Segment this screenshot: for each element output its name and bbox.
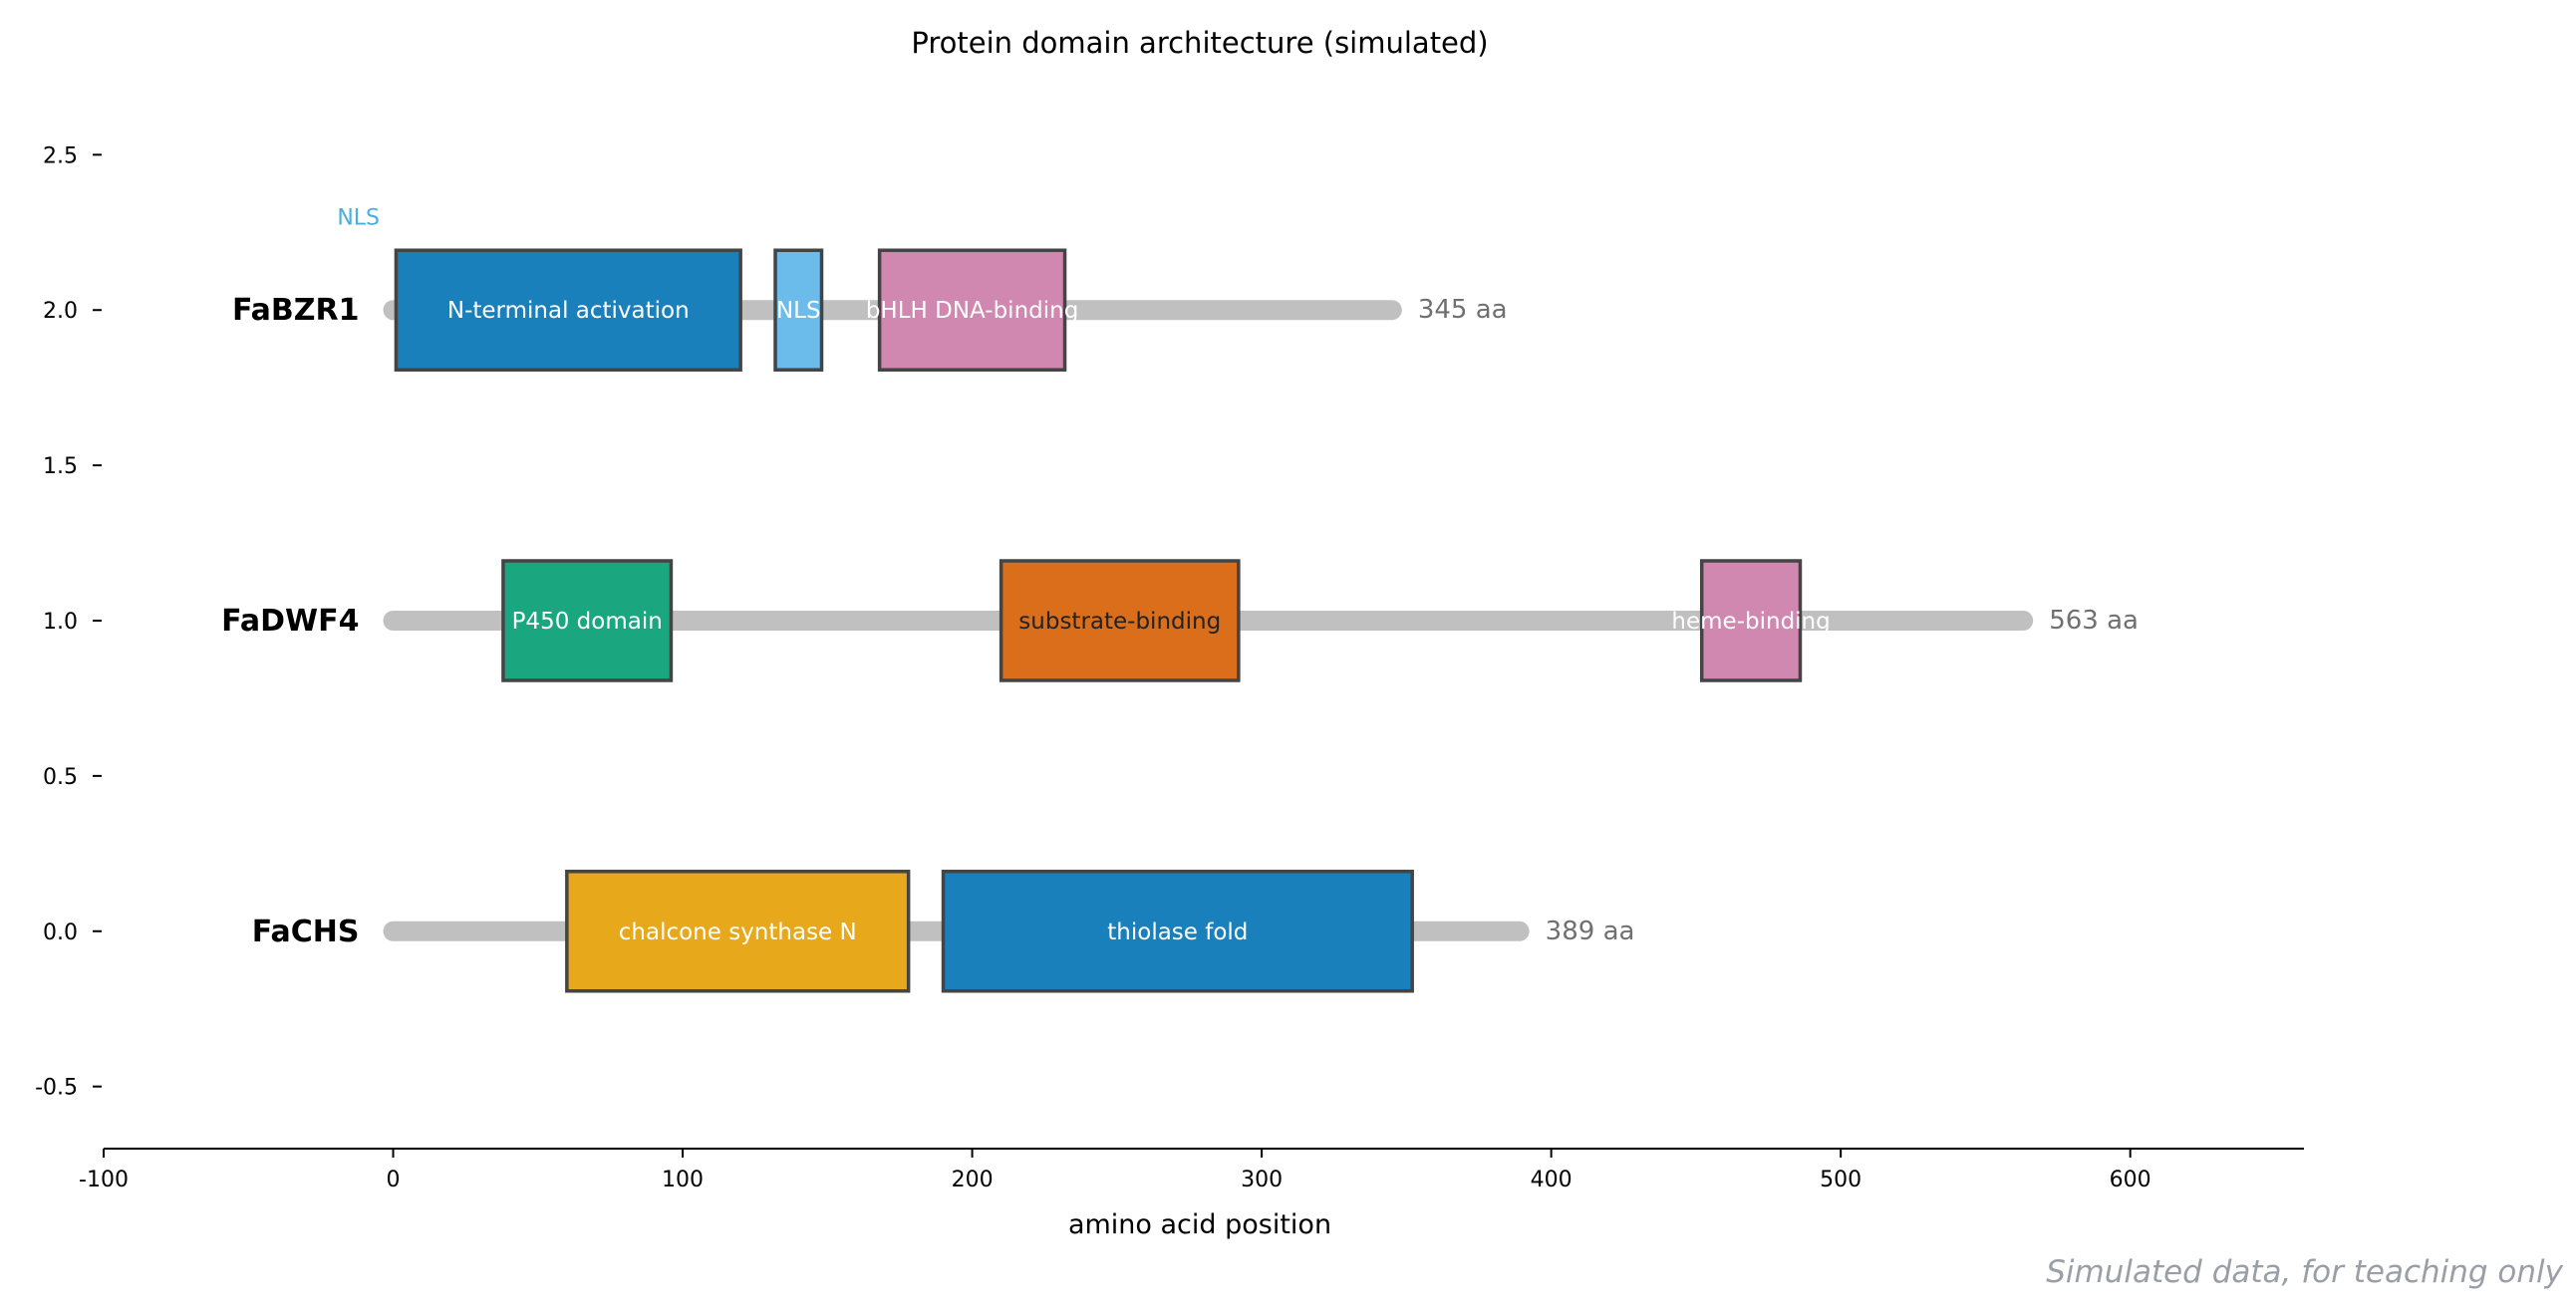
x-tick-label: 600 xyxy=(2110,1168,2151,1192)
domain-box xyxy=(999,559,1241,682)
domain-label: bHLH DNA-binding xyxy=(866,298,1079,324)
protein-length-label: 389 aa xyxy=(1546,917,1635,946)
domain-box xyxy=(773,248,824,372)
domain-label: chalcone synthase N xyxy=(619,920,857,945)
annotation-label: NLS xyxy=(337,206,380,231)
y-tick-label: 1.5 xyxy=(43,454,78,479)
y-tick-label: 2.5 xyxy=(43,143,78,168)
y-tick-label: 0.5 xyxy=(43,765,78,790)
domain-box xyxy=(1699,559,1803,682)
domain-label: P450 domain xyxy=(512,609,663,635)
domain-label: thiolase fold xyxy=(1107,920,1248,945)
y-tick-label: 2.0 xyxy=(43,299,78,324)
chart-title: Protein domain architecture (simulated) xyxy=(911,26,1488,60)
axes: -100 0 100 200 300 400 500 600 -0.5 0.0 0.5 1.0 1.5 2… xyxy=(35,143,2304,1192)
domain-box xyxy=(394,248,742,372)
watermark-text: Simulated data, for teaching only xyxy=(2046,1254,2563,1290)
protein-name: FaDWF4 xyxy=(221,604,359,639)
domain-box xyxy=(877,248,1067,372)
protein-domains xyxy=(394,248,1803,993)
x-tick-label: 500 xyxy=(1820,1168,1861,1192)
x-axis-label: amino acid position xyxy=(1068,1209,1331,1240)
domain-box xyxy=(565,870,911,993)
protein-length-label: 563 aa xyxy=(2049,606,2139,636)
y-tick-label: 1.0 xyxy=(43,610,78,635)
y-tick-label: 0.0 xyxy=(43,920,78,945)
domain-label: N-terminal activation xyxy=(447,298,690,324)
y-tick-label: -0.5 xyxy=(35,1076,78,1101)
x-tick-label: 300 xyxy=(1241,1168,1283,1192)
protein-length-label: 345 aa xyxy=(1418,295,1508,325)
domain-label: heme-binding xyxy=(1671,609,1830,635)
domain-box xyxy=(501,559,674,682)
x-tick-label: 200 xyxy=(952,1168,994,1192)
domain-label: substrate-binding xyxy=(1018,609,1221,635)
x-tick-label: 0 xyxy=(387,1168,401,1192)
domain-box xyxy=(941,870,1414,993)
protein-name: FaCHS xyxy=(252,915,360,949)
protein-labels: N-terminal activation NLS bHLH DNA-binding… xyxy=(221,206,2139,949)
x-tick-label: 100 xyxy=(662,1168,704,1192)
protein-name: FaBZR1 xyxy=(232,293,360,328)
x-tick-label: 400 xyxy=(1531,1168,1573,1192)
domain-label: NLS xyxy=(776,298,821,324)
x-tick-label: -100 xyxy=(79,1168,129,1192)
